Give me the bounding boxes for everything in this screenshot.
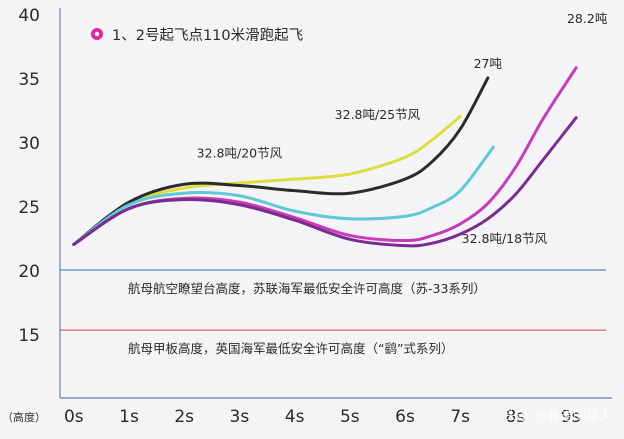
title-marker-icon-center: [94, 31, 100, 37]
series-annotation: 32.8吨/25节风: [335, 107, 421, 122]
series-line: [72, 114, 462, 246]
x-tick-label: 3s: [230, 407, 250, 427]
series-annotation: 27吨: [474, 56, 503, 71]
series-line: [72, 116, 578, 248]
x-tick-label: 0s: [64, 407, 84, 427]
x-tick-label: 6s: [395, 407, 415, 427]
x-tick-label: 2s: [174, 407, 194, 427]
axes: [59, 8, 612, 399]
y-tick-label: 25: [18, 198, 40, 218]
reference-line-label: 航母甲板高度，英国海军最低安全许可高度（“鹞”式系列）: [128, 341, 453, 356]
reference-line-label: 航母航空瞭望台高度，苏联海军最低安全许可高度（苏-33系列）: [128, 281, 486, 296]
x-tick-label: 5s: [340, 407, 360, 427]
x-tick-label: 9s: [561, 407, 581, 427]
series-annotation: 28.2吨: [567, 11, 608, 26]
series-line: [72, 145, 495, 246]
watermark: 头条 @普通的路人: [504, 408, 612, 424]
series-annotation: 32.8吨/20节风: [197, 145, 283, 160]
x-tick-label: 7s: [450, 407, 470, 427]
y-unit-label: （高度）: [2, 410, 46, 424]
tick-labels: 15 20 25 30 35 40 0s 1s 2s 3s 4s 5s 6s 7s 8s 9s: [18, 6, 580, 427]
chart-legend-title: 1、2号起飞点110米滑跑起飞: [91, 27, 303, 44]
x-tick-label: 4s: [285, 407, 305, 427]
series-line: [72, 76, 490, 246]
x-tick-label: 8s: [506, 407, 526, 427]
chart-title: 1、2号起飞点110米滑跑起飞: [112, 27, 303, 44]
y-tick-label: 15: [18, 326, 40, 346]
y-tick-label: 20: [18, 262, 40, 282]
series-annotation: 32.8吨/18节风: [462, 231, 548, 246]
x-tick-label: 1s: [119, 407, 139, 427]
y-tick-label: 40: [18, 6, 40, 26]
y-tick-label: 35: [18, 70, 40, 90]
y-tick-label: 30: [18, 134, 40, 154]
reference-lines: 航母航空瞭望台高度，苏联海军最低安全许可高度（苏-33系列） 航母甲板高度，英国海…: [60, 269, 606, 356]
annotations: 32.8吨/25节风 32.8吨/20节风 27吨 28.2吨 32.8吨/18节风: [197, 11, 608, 246]
series-lines: [72, 66, 578, 248]
